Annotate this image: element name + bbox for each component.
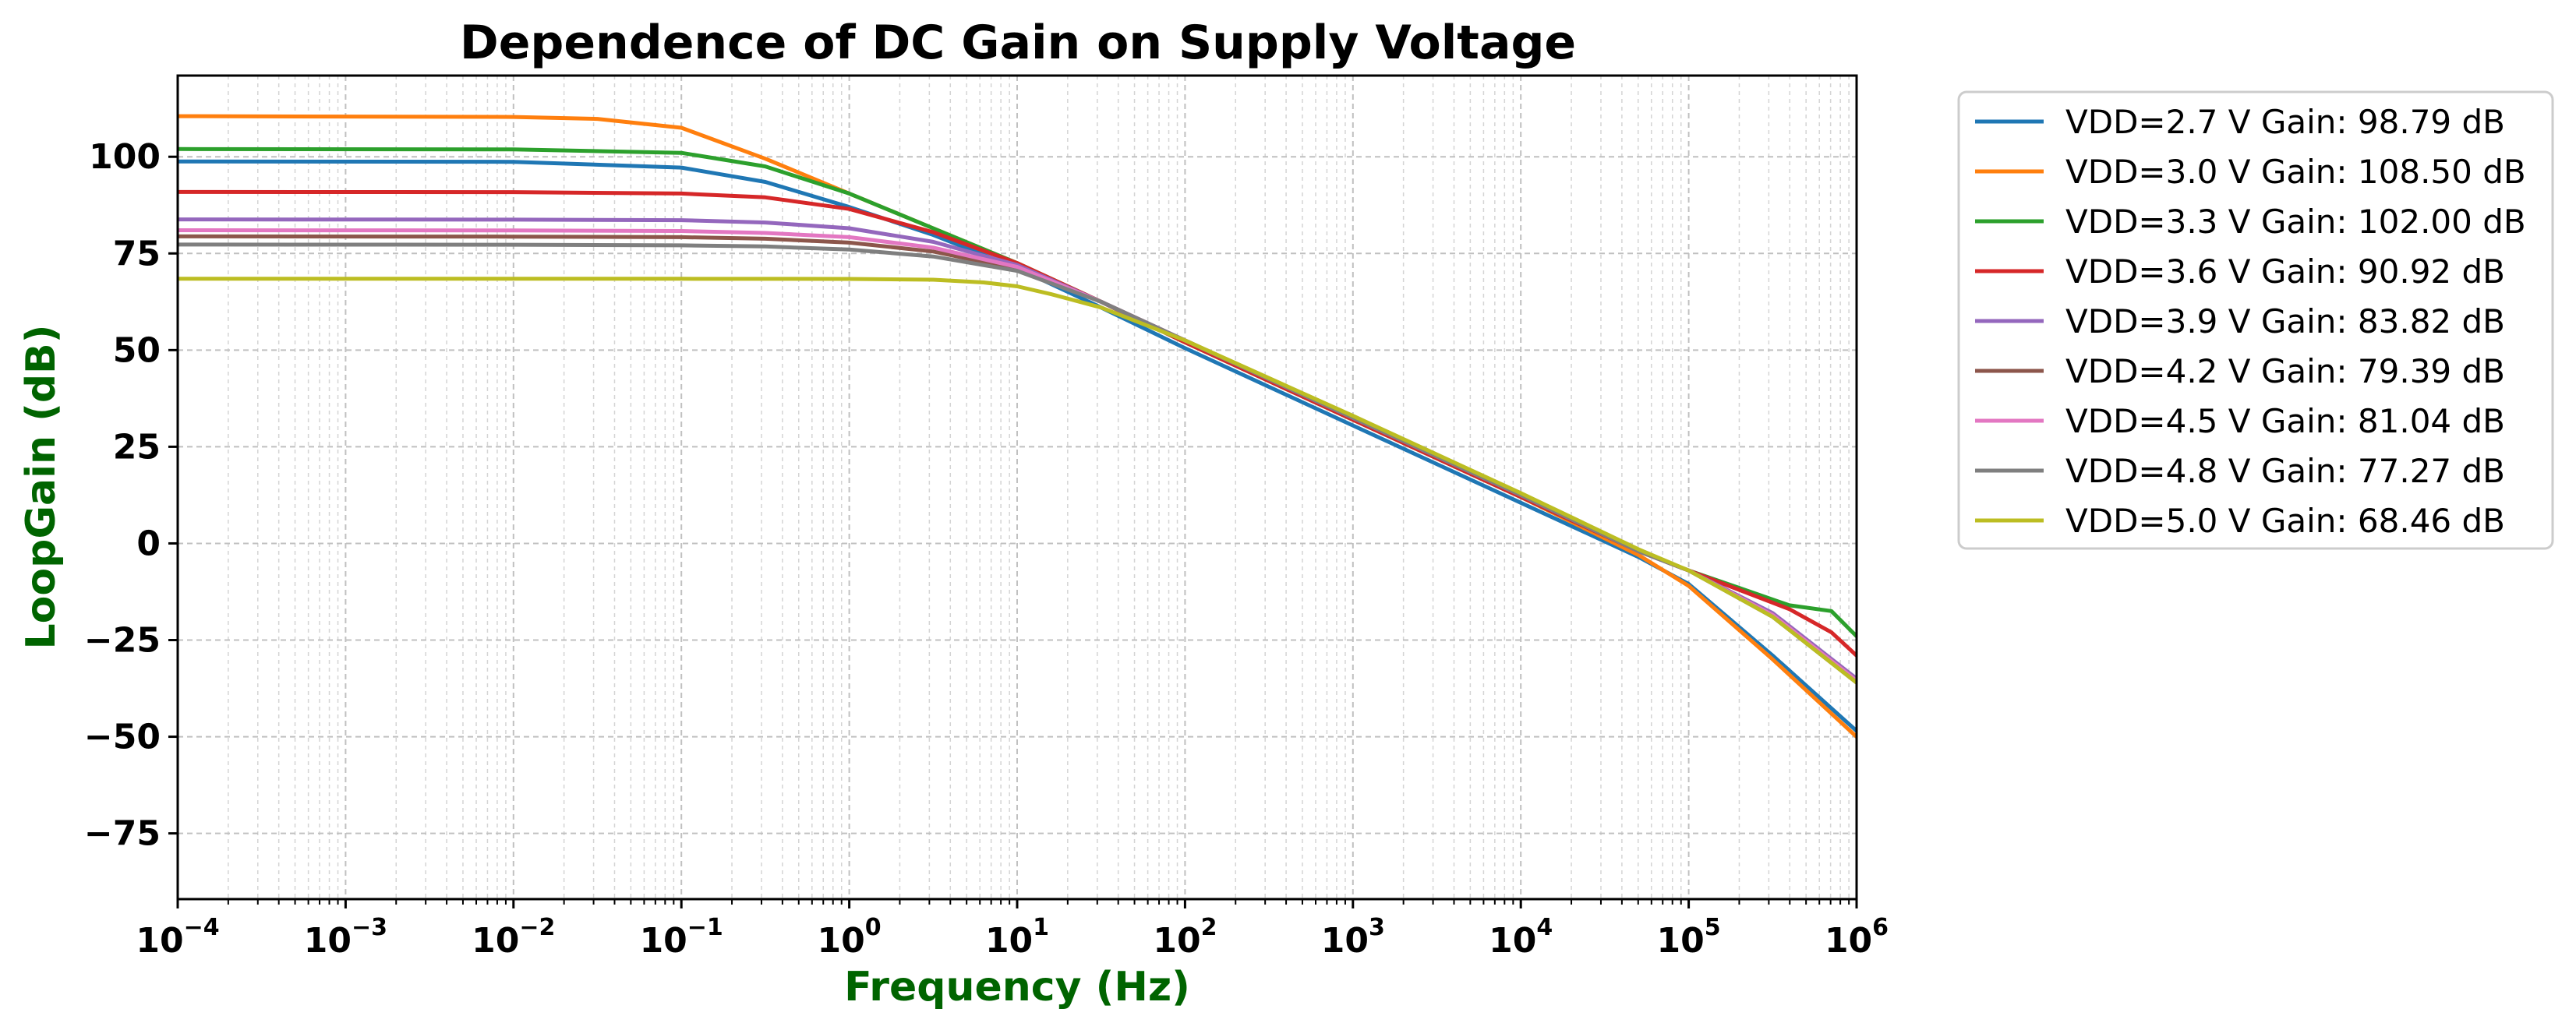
legend-label: VDD=3.9 V Gain: 83.82 dB — [2065, 302, 2505, 340]
x-tick-label: 101 — [985, 914, 1049, 961]
legend-label: VDD=4.8 V Gain: 77.27 dB — [2065, 452, 2505, 490]
y-tick-label: −25 — [84, 621, 161, 661]
legend-label: VDD=4.5 V Gain: 81.04 dB — [2065, 402, 2505, 440]
series-lines — [178, 114, 1857, 739]
legend-box — [1957, 90, 2554, 550]
legend: VDD=2.7 V Gain: 98.79 dB VDD=3.0 V Gain: … — [1957, 90, 2554, 550]
x-axis-label: Frequency (Hz) — [844, 964, 1190, 1011]
legend-label: VDD=4.2 V Gain: 79.39 dB — [2065, 352, 2505, 390]
x-tick-label: 103 — [1321, 914, 1385, 961]
y-tick-label: −50 — [84, 718, 161, 757]
chart-title: Dependence of DC Gain on Supply Voltage — [460, 16, 1576, 70]
legend-label: VDD=3.0 V Gain: 108.50 dB — [2065, 153, 2526, 191]
minor-grid — [228, 76, 1850, 899]
major-grid — [178, 76, 1857, 899]
y-tick-label: 25 — [113, 427, 161, 467]
x-tick-label: 100 — [818, 914, 882, 961]
legend-items: VDD=2.7 V Gain: 98.79 dB VDD=3.0 V Gain: … — [1975, 103, 2526, 540]
series-line — [178, 277, 1857, 685]
plot-area: 10−4 10−3 10−2 10−1 100 101 102 103 104 105 106 10… — [84, 74, 1889, 961]
y-tick-label: 100 — [89, 137, 161, 177]
legend-label: VDD=3.6 V Gain: 90.92 dB — [2065, 252, 2505, 291]
x-tick-label: 10−4 — [136, 914, 219, 961]
x-tick-label: 106 — [1825, 914, 1889, 961]
y-tick-label: −75 — [84, 814, 161, 854]
x-axis-ticks: 10−4 10−3 10−2 10−1 100 101 102 103 104 105 106 — [136, 899, 1889, 961]
x-tick-label: 104 — [1489, 914, 1553, 961]
y-tick-label: 75 — [113, 234, 161, 273]
y-axis-ticks: 100 75 50 25 0 −25 −50 −75 — [84, 137, 178, 854]
legend-label: VDD=2.7 V Gain: 98.79 dB — [2065, 103, 2505, 141]
legend-label: VDD=5.0 V Gain: 68.46 dB — [2065, 502, 2505, 540]
y-axis-label: LoopGain (dB) — [18, 325, 65, 650]
x-tick-label: 10−1 — [640, 914, 723, 961]
y-tick-label: 0 — [136, 524, 161, 563]
x-tick-label: 10−2 — [472, 914, 555, 961]
x-tick-label: 102 — [1153, 914, 1217, 961]
y-tick-label: 50 — [113, 330, 161, 370]
x-tick-label: 10−3 — [304, 914, 387, 961]
legend-label: VDD=3.3 V Gain: 102.00 dB — [2065, 203, 2526, 241]
x-tick-label: 105 — [1657, 914, 1721, 961]
